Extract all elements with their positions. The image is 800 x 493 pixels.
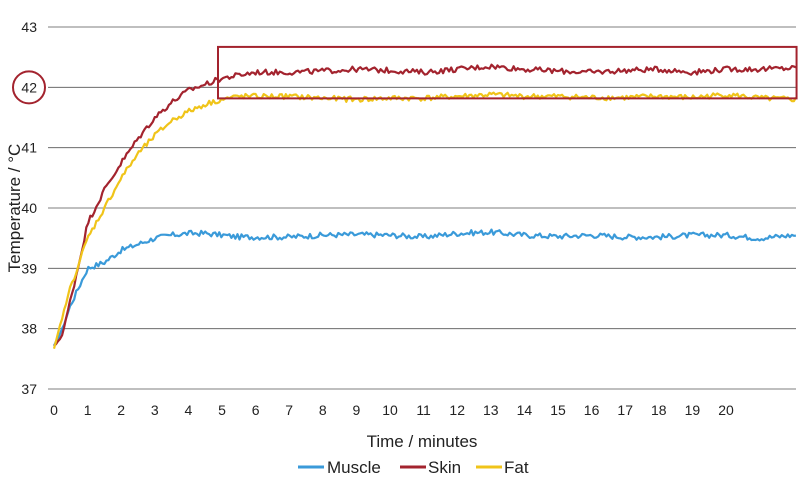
x-tick-17: 17 — [617, 402, 633, 418]
x-tick-6: 6 — [252, 402, 260, 418]
y-tick-38: 38 — [21, 321, 37, 337]
series-lines — [52, 63, 797, 349]
legend-label-fat: Fat — [504, 458, 529, 477]
y-tick-42: 42 — [21, 79, 37, 95]
y-axis-label: Temperature / °C — [5, 144, 24, 273]
legend: Muscle Skin Fat — [298, 458, 529, 477]
legend-label-muscle: Muscle — [327, 458, 381, 477]
x-tick-4: 4 — [185, 402, 193, 418]
series-line-muscle — [52, 228, 797, 347]
x-tick-11: 11 — [416, 402, 431, 418]
x-tick-labels: 0 1 2 3 4 5 6 7 8 9 10 11 12 13 14 15 16 17 18 19 20 — [50, 402, 734, 418]
x-tick-14: 14 — [517, 402, 533, 418]
series-line-fat — [52, 91, 797, 349]
x-axis-label: Time / minutes — [367, 432, 478, 451]
x-tick-20: 20 — [718, 402, 734, 418]
x-tick-0: 0 — [50, 402, 58, 418]
x-tick-10: 10 — [382, 402, 398, 418]
highlight-circle — [12, 70, 46, 105]
x-tick-8: 8 — [319, 402, 327, 418]
series-line-skin — [53, 63, 797, 347]
y-tick-labels: 37 38 39 40 41 42 43 — [21, 19, 37, 397]
y-tick-43: 43 — [21, 19, 37, 35]
x-tick-13: 13 — [483, 402, 499, 418]
x-tick-2: 2 — [117, 402, 125, 418]
x-tick-16: 16 — [584, 402, 600, 418]
y-tick-40: 40 — [21, 200, 37, 216]
y-tick-37: 37 — [21, 381, 37, 397]
gridlines — [48, 26, 796, 390]
annotations — [12, 45, 798, 105]
x-tick-19: 19 — [685, 402, 701, 418]
x-tick-3: 3 — [151, 402, 159, 418]
x-tick-1: 1 — [84, 402, 92, 418]
y-tick-39: 39 — [21, 260, 37, 276]
x-tick-7: 7 — [285, 402, 293, 418]
x-tick-18: 18 — [651, 402, 667, 418]
x-tick-9: 9 — [353, 402, 361, 418]
x-tick-5: 5 — [218, 402, 226, 418]
highlight-box — [217, 45, 798, 100]
x-tick-15: 15 — [550, 402, 566, 418]
legend-label-skin: Skin — [428, 458, 461, 477]
x-tick-12: 12 — [449, 402, 465, 418]
y-tick-41: 41 — [21, 140, 37, 156]
